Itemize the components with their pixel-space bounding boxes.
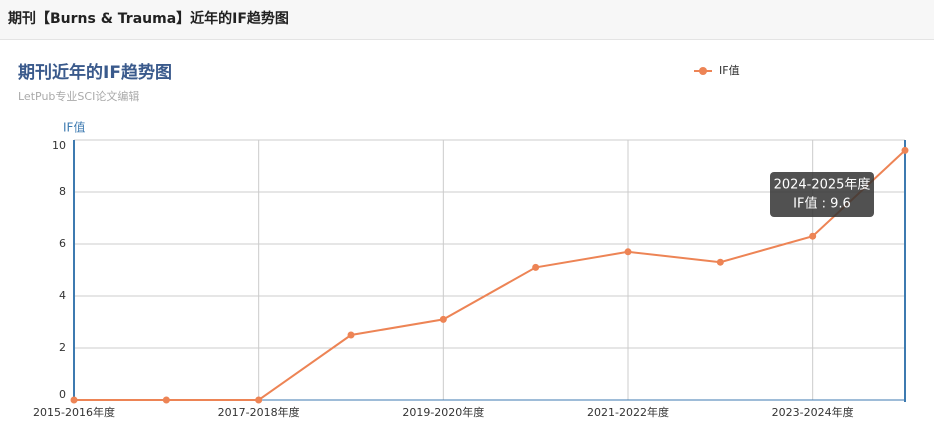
y-tick-label: 10 (52, 139, 66, 152)
legend-label: IF值 (719, 64, 740, 77)
tooltip-box (770, 172, 874, 217)
series-line (74, 149, 906, 401)
chart: 期刊近年的IF趋势图 LetPub专业SCI论文编辑 IF值 0 2 4 6 8 10 20… (18, 62, 909, 419)
data-point (809, 232, 817, 240)
y-axis-label: IF值 (63, 120, 85, 135)
data-point (901, 146, 909, 154)
data-point (255, 396, 263, 404)
data-point (162, 396, 170, 404)
y-tick-label: 4 (59, 289, 66, 302)
x-tick-label: 2019-2020年度 (402, 405, 484, 419)
tooltip-text: IF值 : 9.6 (793, 196, 851, 212)
data-point (532, 263, 540, 271)
x-tick-label: 2015-2016年度 (33, 405, 115, 419)
x-tick-label: 2023-2024年度 (772, 405, 854, 419)
y-tick-label: 8 (59, 185, 66, 198)
data-point (624, 248, 632, 256)
header: 期刊【Burns & Trauma】近年的IF趋势图 (0, 0, 934, 40)
x-tick-label: 2017-2018年度 (218, 405, 300, 419)
x-tick-label: 2021-2022年度 (587, 405, 669, 419)
legend-marker (699, 67, 707, 75)
y-tick-label: 0 (59, 388, 66, 401)
data-point (439, 315, 447, 323)
data-point (716, 258, 724, 266)
data-point (347, 331, 355, 339)
y-tick-label: 2 (59, 341, 66, 354)
tooltip: 2024-2025年度 IF值 : 9.6 (770, 172, 874, 217)
chart-subtitle: LetPub专业SCI论文编辑 (18, 89, 139, 103)
chart-title: 期刊近年的IF趋势图 (18, 62, 172, 83)
data-point (70, 396, 78, 404)
y-tick-label: 6 (59, 237, 66, 250)
tooltip-title: 2024-2025年度 (774, 177, 871, 193)
